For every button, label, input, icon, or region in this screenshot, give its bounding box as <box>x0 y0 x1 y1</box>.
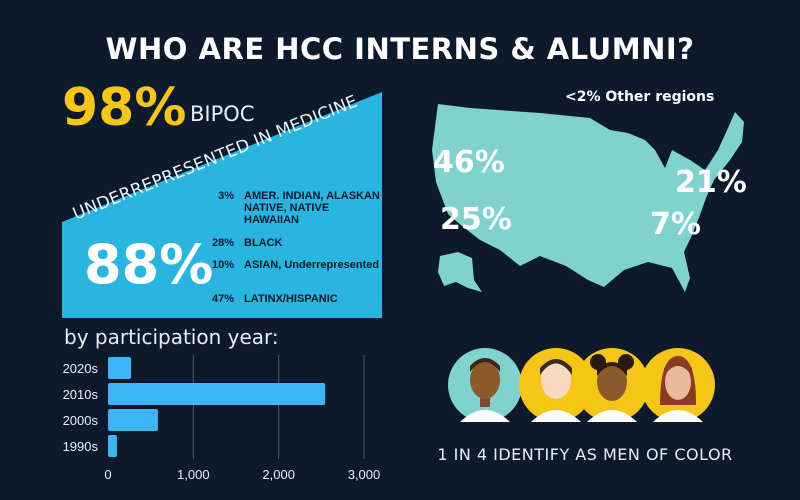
x-tick-label: 3,000 <box>348 467 381 482</box>
person-woman-icon <box>519 348 593 422</box>
bipoc-percent: 98% <box>62 78 187 138</box>
y-tick-label: 2020s <box>63 361 99 376</box>
bar-2020s <box>108 357 132 379</box>
breakdown-label: ASIAN, Underrepresented <box>244 259 380 271</box>
breakdown-pct: 28% <box>211 237 234 249</box>
breakdown-item: 10% ASIAN, Underrepresented <box>206 259 384 271</box>
breakdown-label: AMER. INDIAN, ALASKAN NATIVE, NATIVE HAW… <box>244 190 380 226</box>
breakdown-label: LATINX/HISPANIC <box>244 293 338 305</box>
person-man-icon <box>448 348 522 422</box>
breakdown-item: 47% LATINX/HISPANIC <box>206 293 384 305</box>
other-regions-label: <2% Other regions <box>565 89 715 105</box>
breakdown-pct: 3% <box>218 190 234 202</box>
bar-2010s <box>108 383 326 405</box>
x-tick-label: 0 <box>104 467 111 482</box>
breakdown-pct: 47% <box>211 293 234 305</box>
breakdown-pct: 10% <box>211 259 234 271</box>
x-tick-label: 2,000 <box>262 467 295 482</box>
urim-panel-shape <box>62 92 382 318</box>
x-tick-label: 1,000 <box>177 467 210 482</box>
men-of-color-caption: 1 IN 4 IDENTIFY AS MEN OF COLOR <box>437 445 733 464</box>
breakdown-item: 28% BLACK <box>206 237 384 249</box>
page-title: WHO ARE HCC INTERNS & ALUMNI? <box>105 32 695 66</box>
bar-2000s <box>108 409 158 431</box>
bar-1990s <box>108 435 117 457</box>
y-tick-label: 1990s <box>63 439 99 454</box>
us-map-shape <box>432 104 744 292</box>
participation-title: by participation year: <box>64 325 279 349</box>
region-west-percent: 46% <box>433 145 505 180</box>
y-tick-label: 2010s <box>63 387 99 402</box>
breakdown-label: BLACK <box>244 237 283 249</box>
region-northeast-percent: 21% <box>675 165 747 200</box>
region-southeast-percent: 7% <box>650 207 701 242</box>
urim-percent: 88% <box>84 233 214 296</box>
breakdown-item: 3% AMER. INDIAN, ALASKAN NATIVE, NATIVE H… <box>206 190 384 226</box>
alaska-shape <box>438 252 482 292</box>
person-woman-icon <box>575 348 649 422</box>
region-southwest-percent: 25% <box>440 202 512 237</box>
y-tick-label: 2000s <box>63 413 99 428</box>
person-woman-icon <box>641 348 715 422</box>
bipoc-label: BIPOC <box>190 102 255 126</box>
